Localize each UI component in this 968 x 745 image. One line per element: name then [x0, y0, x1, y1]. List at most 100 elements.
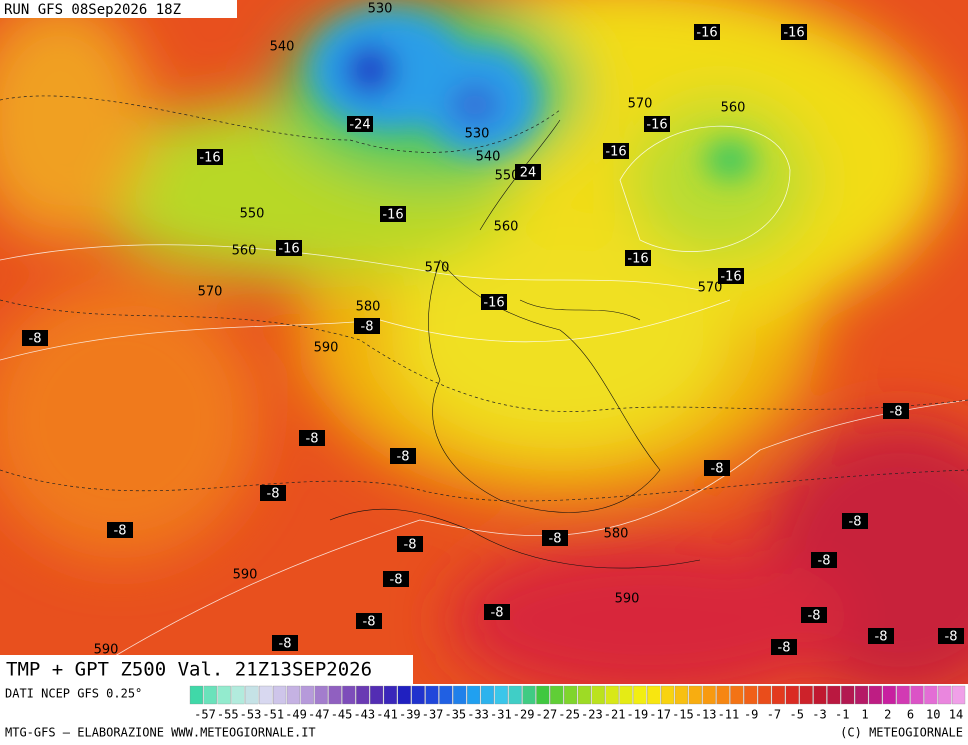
map-title: TMP + GPT Z500 Val. 21Z13SEP2026: [6, 659, 372, 681]
color-swatch: [189, 685, 204, 705]
label-box: [383, 571, 409, 587]
label-box: [107, 522, 133, 538]
contour-label: -8: [404, 538, 417, 553]
legend-label: -27: [536, 708, 558, 722]
label-box: [380, 206, 406, 222]
footer-right: (C) METEOGIORNALE: [840, 726, 963, 740]
color-swatch: [383, 685, 398, 705]
color-swatch: [522, 685, 536, 705]
contour-label: -8: [491, 606, 504, 621]
legend-label: -25: [558, 708, 580, 722]
contour-label: 540: [476, 150, 501, 165]
color-swatch: [882, 685, 896, 705]
color-swatch: [924, 685, 938, 705]
label-box: [771, 639, 797, 655]
contour-label: 560: [721, 101, 746, 116]
color-swatch: [619, 685, 633, 705]
legend-label: -13: [695, 708, 717, 722]
legend-label: -57: [194, 708, 216, 722]
color-swatch: [286, 685, 301, 705]
color-swatch: [231, 685, 245, 705]
contour-label: 570: [698, 281, 723, 296]
contour-label: 24: [520, 166, 537, 181]
contour-label: 560: [232, 244, 257, 259]
contour-label: 530: [465, 127, 490, 142]
legend-label: -33: [467, 708, 489, 722]
legend-label: 1: [861, 708, 868, 722]
contour-label: -16: [627, 252, 648, 267]
label-box: [938, 628, 964, 644]
color-swatch: [605, 685, 619, 705]
color-swatch: [466, 685, 481, 705]
label-box: [801, 607, 827, 623]
legend-label: -49: [285, 708, 307, 722]
legend-label: 10: [926, 708, 940, 722]
color-swatch: [674, 685, 689, 705]
legend-label: -1: [835, 708, 849, 722]
contour-label: 570: [198, 285, 223, 300]
legend-label: -3: [812, 708, 826, 722]
label-box: [644, 116, 670, 132]
contour-label: 570: [628, 97, 653, 112]
contour-label: -16: [605, 145, 626, 160]
color-swatch: [591, 685, 605, 705]
label-box: [22, 330, 48, 346]
source-label: DATI NCEP GFS 0.25°: [5, 687, 142, 701]
contour-label: -8: [890, 405, 903, 420]
legend-label: -55: [217, 708, 239, 722]
legend-label: -7: [767, 708, 781, 722]
legend-label: 14: [949, 708, 963, 722]
legend-label: -35: [444, 708, 466, 722]
color-swatch: [868, 685, 883, 705]
contour-label: 590: [94, 643, 119, 658]
color-swatch: [744, 685, 758, 705]
legend-label: -21: [604, 708, 626, 722]
legend-label: 2: [884, 708, 891, 722]
color-swatch: [453, 685, 467, 705]
legend-label: -37: [422, 708, 444, 722]
label-box: [260, 485, 286, 501]
color-swatch: [730, 685, 744, 705]
contour-label: -8: [114, 524, 127, 539]
color-swatch: [854, 685, 869, 705]
contour-label: -16: [382, 208, 403, 223]
color-swatch: [425, 685, 439, 705]
legend-label: -45: [331, 708, 353, 722]
legend-label: -41: [376, 708, 398, 722]
contour-label: -8: [306, 432, 319, 447]
legend-label: -43: [353, 708, 375, 722]
color-swatch: [397, 685, 411, 705]
contour-label: 550: [495, 169, 520, 184]
color-swatch: [577, 685, 592, 705]
color-swatch: [896, 685, 910, 705]
label-box: [542, 530, 568, 546]
label-box: [299, 430, 325, 446]
contour-label: 530: [368, 2, 393, 17]
color-swatch: [342, 685, 356, 705]
color-swatch: [314, 685, 328, 705]
legend-label: 6: [907, 708, 914, 722]
label-box: [390, 448, 416, 464]
map: [0, 0, 968, 684]
label-box: [356, 613, 382, 629]
label-box: [481, 294, 507, 310]
color-swatch: [300, 685, 314, 705]
color-swatch: [203, 685, 217, 705]
legend-label: -51: [262, 708, 284, 722]
label-box: [842, 513, 868, 529]
label-box: [484, 604, 510, 620]
color-swatch: [536, 685, 550, 705]
label-box: [694, 24, 720, 40]
label-box: [811, 552, 837, 568]
color-swatch: [938, 685, 952, 705]
legend-label: -17: [649, 708, 671, 722]
run-label: RUN GFS 08Sep2026 18Z: [4, 2, 181, 18]
contour-label: -16: [199, 151, 220, 166]
label-box: [704, 460, 730, 476]
legend-label: -19: [627, 708, 649, 722]
color-swatch: [716, 685, 730, 705]
color-swatch: [785, 685, 799, 705]
legend-label: -23: [581, 708, 603, 722]
color-swatch: [356, 685, 370, 705]
legend-label: -11: [718, 708, 740, 722]
